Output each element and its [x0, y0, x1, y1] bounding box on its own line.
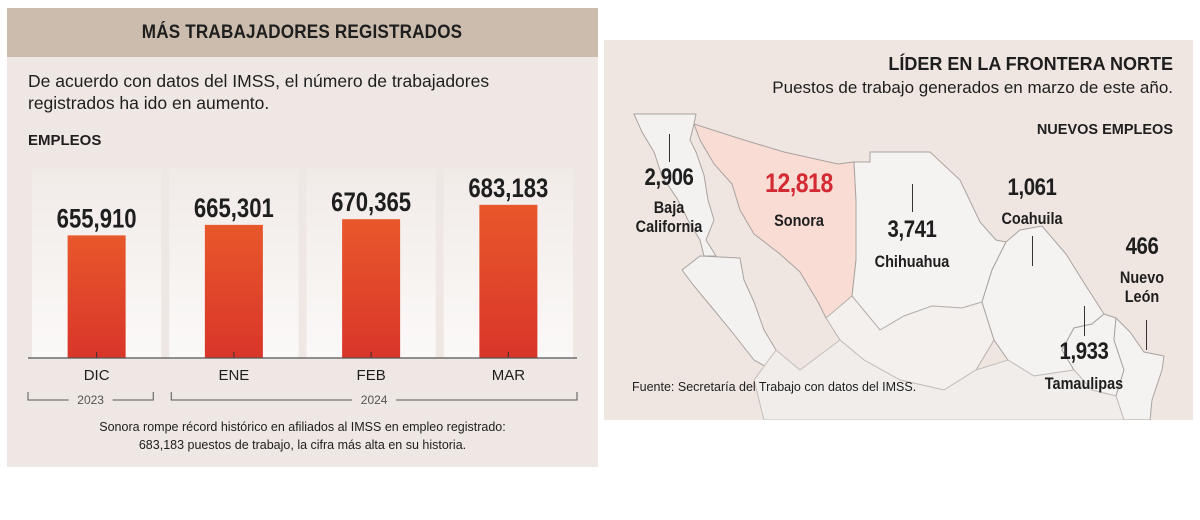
- northern-mexico-map: [633, 113, 1165, 420]
- panel-title: MÁS TRABAJADORES REGISTRADOS: [142, 21, 463, 43]
- intro-line-1: De acuerdo con datos del IMSS, el número…: [28, 71, 490, 91]
- footnote-line-1: Sonora rompe récord histórico en afiliad…: [99, 420, 506, 434]
- state-name-chihuahua: Chihuahua: [874, 252, 950, 271]
- chart-footnote: Sonora rompe récord histórico en afiliad…: [7, 418, 598, 454]
- x-tick-label: ENE: [218, 367, 249, 384]
- leader-line-tamaulipas: [1084, 306, 1085, 336]
- intro-line-2: registrados ha ido en aumento.: [28, 93, 270, 113]
- state-name-tamaulipas: Tamaulipas: [1044, 374, 1124, 393]
- map-subtitle: Puestos de trabajo generados en marzo de…: [772, 78, 1173, 97]
- leader-line-nuevo-leon: [1146, 320, 1147, 350]
- data-label: 655,910: [57, 204, 137, 234]
- state-name-baja-california: Baja California: [618, 198, 720, 236]
- map-baja-california-sur: [681, 255, 777, 371]
- state-name-coahuila: Coahuila: [1001, 209, 1063, 228]
- border-map-panel: LÍDER EN LA FRONTERA NORTE Puestos de tr…: [604, 40, 1193, 420]
- bar-feb: [342, 219, 401, 358]
- map-section-label: NUEVOS EMPLEOS: [1036, 122, 1173, 138]
- state-value-baja-california: 2,906: [644, 164, 694, 191]
- map-tamaulipas[interactable]: [1113, 316, 1165, 420]
- state-value-tamaulipas: 1,933: [1059, 338, 1109, 365]
- bar-ene: [204, 224, 263, 358]
- state-name-line-1: Baja: [653, 198, 685, 217]
- state-name-line-1: Nuevo: [1119, 268, 1165, 287]
- y-axis-label: EMPLEOS: [28, 132, 102, 149]
- x-tick-label: FEB: [357, 367, 386, 384]
- map-title: LÍDER EN LA FRONTERA NORTE: [888, 54, 1173, 74]
- map-baja-california: [633, 113, 717, 257]
- bar-chart: 655,910 DIC 665,301 ENE 670,365 FEB 683,183 MAR…: [27, 168, 578, 407]
- leader-line-coahuila: [1032, 236, 1033, 266]
- map-interior-states: [753, 339, 1125, 420]
- data-label: 683,183: [468, 174, 548, 204]
- bar-mar: [479, 204, 538, 358]
- year-bracket: [170, 392, 578, 401]
- leader-line-baja-california: [669, 134, 670, 162]
- source-note: Fuente: Secretaría del Trabajo con datos…: [632, 380, 917, 394]
- panel-header: MÁS TRABAJADORES REGISTRADOS: [7, 8, 598, 57]
- state-value-chihuahua: 3,741: [887, 216, 937, 243]
- year-group-label: 2023: [77, 393, 104, 407]
- year-group-label: 2024: [361, 393, 388, 407]
- state-name-line-2: León: [1124, 287, 1160, 306]
- state-value-nuevo-leon: 466: [1125, 233, 1159, 260]
- bar-dic: [67, 235, 126, 358]
- year-bracket: [27, 392, 154, 401]
- data-label: 665,301: [194, 194, 274, 224]
- state-value-sonora: 12,818: [765, 168, 833, 198]
- state-value-coahuila: 1,061: [1007, 174, 1057, 201]
- data-label: 670,365: [331, 188, 411, 218]
- footnote-line-2: 683,183 puestos de trabajo, la cifra más…: [138, 438, 467, 452]
- employment-chart-panel: MÁS TRABAJADORES REGISTRADOS De acuerdo …: [7, 8, 598, 467]
- leader-line-chihuahua: [912, 184, 913, 212]
- state-name-nuevo-leon: Nuevo León: [1100, 268, 1185, 306]
- x-tick-label: MAR: [492, 367, 526, 384]
- x-tick-label: DIC: [84, 367, 110, 384]
- state-name-line-2: California: [635, 217, 703, 236]
- state-name-sonora: Sonora: [774, 211, 824, 230]
- intro-text: De acuerdo con datos del IMSS, el número…: [28, 70, 588, 114]
